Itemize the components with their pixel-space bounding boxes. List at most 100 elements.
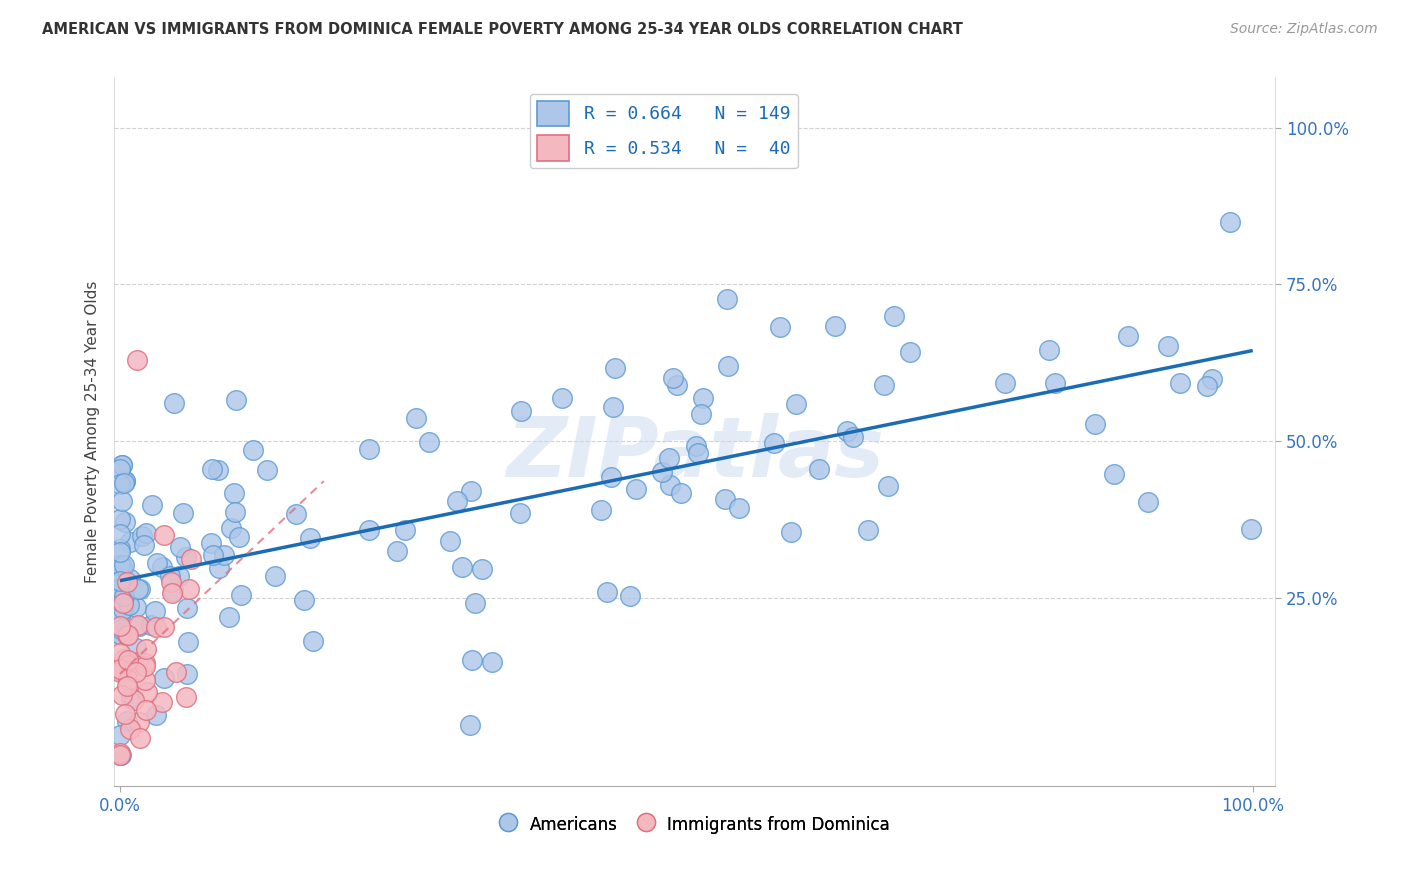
Point xyxy=(596,584,619,599)
Point xyxy=(127,618,149,632)
Point xyxy=(108,646,131,660)
Point xyxy=(125,352,148,367)
Point xyxy=(111,458,134,473)
Point xyxy=(665,378,688,392)
Point xyxy=(110,582,132,596)
Point xyxy=(135,684,157,698)
Point xyxy=(110,747,132,762)
Point xyxy=(298,531,321,545)
Point xyxy=(114,474,136,488)
Point xyxy=(179,582,201,597)
Point xyxy=(856,523,879,537)
Point xyxy=(117,657,139,672)
Point xyxy=(835,424,858,438)
Point xyxy=(112,589,135,603)
Point xyxy=(108,665,131,679)
Point xyxy=(690,407,713,421)
Point xyxy=(112,580,135,594)
Point xyxy=(110,558,132,573)
Point xyxy=(824,319,846,334)
Point xyxy=(112,652,135,666)
Point xyxy=(208,561,231,575)
Point xyxy=(160,575,183,590)
Point xyxy=(122,692,145,706)
Point xyxy=(264,569,287,583)
Point xyxy=(110,593,132,607)
Point xyxy=(114,475,136,490)
Point xyxy=(716,292,738,306)
Point xyxy=(1195,379,1218,393)
Y-axis label: Female Poverty Among 25-34 Year Olds: Female Poverty Among 25-34 Year Olds xyxy=(86,281,100,583)
Point xyxy=(115,679,138,693)
Point xyxy=(150,559,173,574)
Point xyxy=(200,535,222,549)
Point xyxy=(602,400,624,414)
Point xyxy=(108,526,131,541)
Point xyxy=(108,541,131,556)
Point xyxy=(464,596,486,610)
Point xyxy=(110,512,132,526)
Point xyxy=(163,395,186,409)
Point xyxy=(394,523,416,537)
Point xyxy=(145,620,167,634)
Point xyxy=(108,627,131,641)
Point xyxy=(1136,495,1159,509)
Point xyxy=(108,618,131,632)
Point xyxy=(117,653,139,667)
Point xyxy=(212,548,235,562)
Point xyxy=(1168,376,1191,391)
Point xyxy=(481,656,503,670)
Point xyxy=(160,586,183,600)
Point xyxy=(159,569,181,583)
Point xyxy=(242,442,264,457)
Point xyxy=(128,619,150,633)
Point xyxy=(118,722,141,736)
Point xyxy=(418,434,440,449)
Point xyxy=(134,659,156,673)
Point xyxy=(509,506,531,520)
Point xyxy=(134,656,156,670)
Point xyxy=(108,662,131,676)
Point xyxy=(292,593,315,607)
Point xyxy=(671,486,693,500)
Point xyxy=(111,494,134,508)
Point xyxy=(1038,343,1060,357)
Point xyxy=(131,528,153,542)
Point xyxy=(222,486,245,500)
Point xyxy=(651,465,673,479)
Point xyxy=(1240,522,1263,536)
Point xyxy=(1104,467,1126,481)
Point xyxy=(658,478,681,492)
Point xyxy=(115,628,138,642)
Point xyxy=(458,718,481,732)
Point xyxy=(111,458,134,472)
Legend: Americans, Immigrants from Dominica: Americans, Immigrants from Dominica xyxy=(494,808,897,841)
Point xyxy=(167,569,190,583)
Text: ZIPatlas: ZIPatlas xyxy=(506,413,884,493)
Point xyxy=(124,665,146,680)
Point xyxy=(112,602,135,616)
Point xyxy=(114,516,136,530)
Point xyxy=(883,309,905,323)
Point xyxy=(129,731,152,745)
Point xyxy=(110,545,132,559)
Point xyxy=(118,599,141,613)
Point xyxy=(139,618,162,632)
Point xyxy=(180,552,202,566)
Point xyxy=(1156,339,1178,353)
Point xyxy=(218,610,240,624)
Point xyxy=(461,653,484,667)
Point xyxy=(661,371,683,385)
Point xyxy=(405,410,427,425)
Point xyxy=(110,663,132,677)
Point xyxy=(172,506,194,520)
Point xyxy=(112,596,135,610)
Point xyxy=(872,377,894,392)
Point xyxy=(111,664,134,678)
Point xyxy=(110,747,132,762)
Point xyxy=(509,403,531,417)
Point xyxy=(359,442,381,456)
Point xyxy=(153,620,176,634)
Point xyxy=(385,543,408,558)
Point xyxy=(108,574,131,588)
